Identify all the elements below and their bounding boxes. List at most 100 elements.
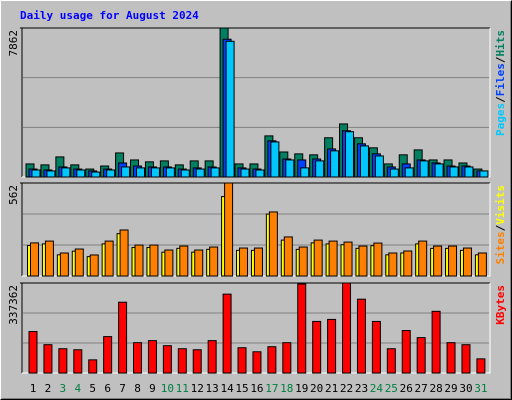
- bar: [58, 348, 68, 374]
- bar: [59, 252, 69, 277]
- bar: [477, 252, 487, 277]
- bar: [103, 336, 113, 374]
- bar: [255, 169, 265, 178]
- x-tick-label: 5: [89, 382, 96, 395]
- bar: [46, 170, 56, 178]
- bar: [195, 168, 205, 178]
- bar: [209, 246, 219, 277]
- bar: [119, 229, 129, 277]
- bar: [418, 240, 428, 277]
- bar: [136, 167, 146, 178]
- x-tick-label: 20: [310, 382, 323, 395]
- x-tick-label: 4: [74, 382, 81, 395]
- x-tick-label: 13: [206, 382, 219, 395]
- bar: [149, 244, 159, 277]
- bar: [43, 344, 53, 374]
- bar: [180, 169, 190, 178]
- bar: [359, 145, 369, 178]
- bar: [419, 160, 429, 178]
- bar: [224, 182, 234, 277]
- x-tick-label: 7: [119, 382, 126, 395]
- bar: [401, 330, 411, 374]
- x-tick-label: 30: [459, 382, 472, 395]
- y-tick-label: 7862: [7, 30, 20, 57]
- x-tick-label: 28: [429, 382, 442, 395]
- x-tick-label: 16: [250, 382, 263, 395]
- bar: [253, 247, 263, 277]
- bar: [434, 163, 444, 178]
- bar: [194, 249, 204, 277]
- bar: [177, 348, 187, 374]
- bar: [342, 282, 352, 374]
- bar: [373, 242, 383, 277]
- bar: [147, 340, 157, 374]
- bar: [134, 244, 144, 277]
- bar: [44, 240, 54, 277]
- legend-label: Hits: [494, 30, 507, 57]
- legend: Pages/Files/Hits: [494, 30, 507, 136]
- bar: [431, 310, 441, 374]
- x-tick-label: 17: [265, 382, 278, 395]
- bar: [345, 131, 355, 178]
- x-tick-label: 1: [30, 382, 37, 395]
- bar: [404, 167, 414, 178]
- bar: [464, 166, 474, 178]
- bar: [297, 283, 307, 374]
- x-tick-label: 24: [370, 382, 384, 395]
- bar: [386, 348, 396, 374]
- bar: [327, 318, 337, 374]
- x-tick-label: 9: [149, 382, 156, 395]
- x-tick-label: 19: [295, 382, 308, 395]
- bar: [270, 141, 280, 178]
- bar: [343, 241, 353, 277]
- bar: [164, 249, 174, 277]
- x-tick-label: 10: [161, 382, 174, 395]
- bar: [106, 169, 116, 178]
- bar: [462, 247, 472, 277]
- bar: [73, 349, 83, 374]
- bar: [312, 320, 322, 374]
- bar: [133, 342, 143, 374]
- x-tick-label: 21: [325, 382, 338, 395]
- bar: [179, 245, 189, 277]
- bar: [479, 170, 489, 178]
- legend-label: Files: [494, 63, 507, 96]
- x-tick-label: 27: [415, 382, 428, 395]
- bar: [150, 167, 160, 178]
- bar: [88, 359, 98, 374]
- legend-separator: /: [494, 96, 507, 103]
- bar: [225, 40, 235, 178]
- bar: [389, 168, 399, 178]
- bar: [285, 159, 295, 178]
- bar: [433, 245, 443, 277]
- legend: Sites/Visits: [494, 185, 507, 265]
- bar: [252, 351, 262, 374]
- bar: [282, 342, 292, 374]
- bar: [476, 358, 486, 374]
- bar: [313, 239, 323, 277]
- y-tick-label: 562: [7, 185, 20, 205]
- bar: [403, 250, 413, 277]
- x-tick-label: 15: [235, 382, 248, 395]
- x-tick-label: 22: [340, 382, 353, 395]
- x-tick-label: 11: [176, 382, 189, 395]
- bar: [330, 150, 340, 178]
- bar: [104, 240, 114, 277]
- y-tick-label: 337362: [7, 285, 20, 325]
- bar: [239, 247, 249, 277]
- x-tick-label: 25: [385, 382, 398, 395]
- bar: [121, 166, 131, 178]
- x-tick-label: 31: [474, 382, 487, 395]
- bar: [371, 320, 381, 374]
- legend-separator: /: [494, 224, 507, 231]
- x-tick-label: 6: [104, 382, 111, 395]
- bar: [74, 248, 84, 277]
- x-tick-label: 2: [45, 382, 52, 395]
- bar: [61, 167, 71, 178]
- legend-label: Sites: [494, 231, 507, 264]
- x-tick-label: 14: [220, 382, 234, 395]
- legend-separator: /: [494, 56, 507, 63]
- bar: [267, 346, 277, 374]
